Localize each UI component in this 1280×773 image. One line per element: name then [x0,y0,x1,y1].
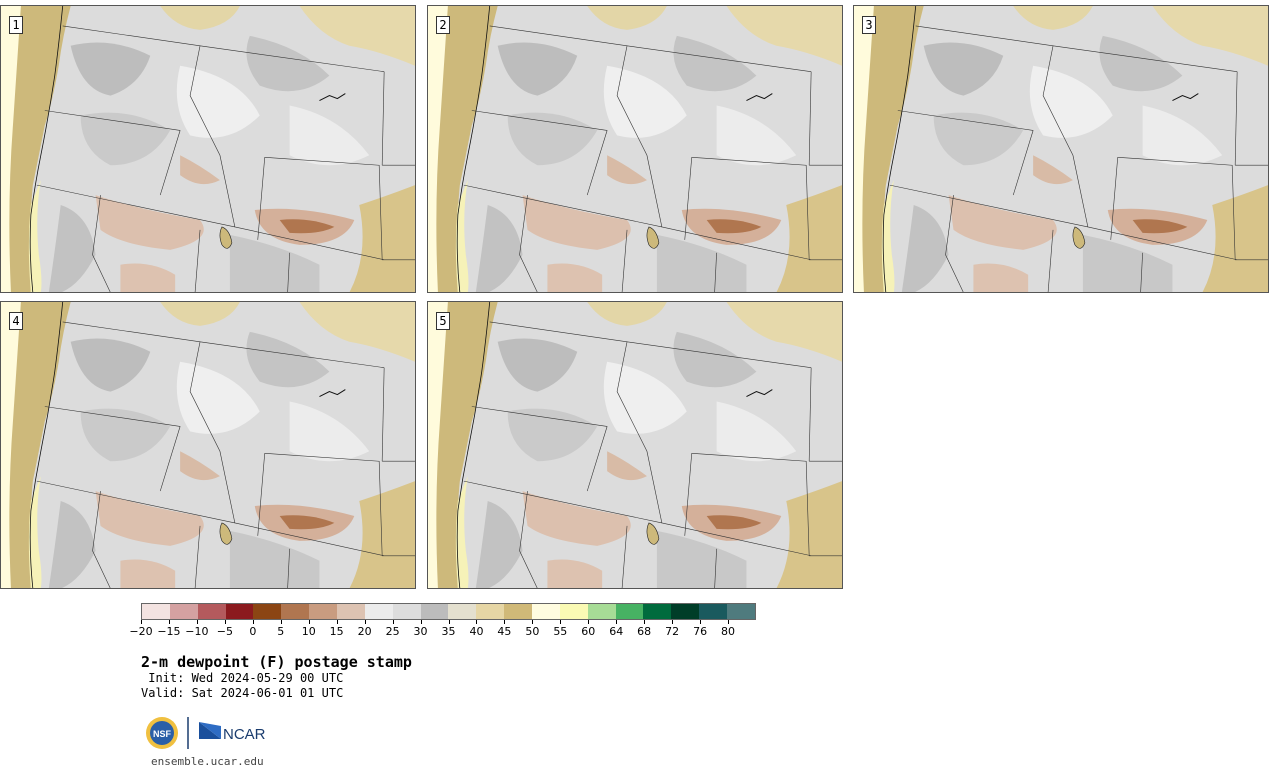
legend-swatch [671,604,700,619]
legend-swatch [225,604,254,619]
legend-swatch [197,604,226,619]
legend-swatch [281,604,310,619]
legend-swatch [615,604,644,619]
legend-swatch [559,604,588,619]
legend-tick-mark [616,620,618,624]
legend-tick-mark [532,620,534,624]
legend-swatch [364,604,393,619]
legend-tick-label: 20 [357,625,372,638]
legend-swatch [532,604,560,619]
ensemble-member-panel-2[interactable]: 2 [427,5,843,293]
legend-tick-label: 25 [385,625,400,638]
legend-swatch [476,604,505,619]
legend-swatch [643,604,672,619]
legend-tick-mark [196,620,198,624]
legend-swatch [337,604,365,619]
dewpoint-map [428,302,842,588]
legend-tick-mark [672,620,674,624]
legend-tick-mark [476,620,478,624]
init-time: Init: Wed 2024-05-29 00 UTC [141,671,344,685]
svg-text:NCAR: NCAR [223,726,266,743]
legend-tick-label: 55 [553,625,568,638]
member-label: 5 [436,312,450,330]
color-legend-bar [141,603,756,620]
ensemble-member-panel-5[interactable]: 5 [427,301,843,589]
legend-tick-mark [308,620,310,624]
legend-swatch [309,604,338,619]
legend-tick-mark [168,620,170,624]
legend-tick-mark [588,620,590,624]
legend-tick-label: 80 [721,625,736,638]
legend-swatch [253,604,282,619]
legend-tick-label: 35 [441,625,456,638]
legend-tick-label: 45 [497,625,512,638]
ensemble-member-panel-3[interactable]: 3 [853,5,1269,293]
member-label: 1 [9,16,23,34]
legend-tick-label: 76 [693,625,708,638]
legend-swatch [727,604,755,619]
legend-tick-mark [141,620,142,624]
dewpoint-map [428,6,842,292]
legend-swatch [504,604,533,619]
legend-tick-mark [448,620,450,624]
color-legend-ticks: −20 −15 −10 −5 0 5 10 15 20 25 30 35 40 45 50 55 60 64 68 7… [129,620,756,642]
valid-time: Valid: Sat 2024-06-01 01 UTC [141,686,344,700]
legend-tick-label: 68 [637,625,652,638]
nsf-ncar-logo-icon: NSF NCAR [146,717,266,749]
legend-swatch [448,604,477,619]
logos: NSF NCAR [143,713,278,753]
legend-tick-label: 60 [581,625,596,638]
legend-tick-label: −10 [185,625,209,638]
ensemble-member-panel-4[interactable]: 4 [0,301,416,589]
legend-tick-label: −20 [129,625,153,638]
legend-swatch [587,604,616,619]
member-label: 4 [9,312,23,330]
legend-swatch [392,604,421,619]
legend-tick-mark [504,620,506,624]
plot-title: 2-m dewpoint (F) postage stamp [141,653,412,671]
legend-tick-label: 40 [469,625,484,638]
legend-tick-label: 10 [301,625,316,638]
legend-tick-mark [644,620,646,624]
svg-text:NSF: NSF [153,729,172,739]
legend-tick-mark [336,620,338,624]
legend-tick-mark [392,620,394,624]
member-label: 3 [862,16,876,34]
legend-tick-label: −5 [216,625,233,638]
legend-tick-mark [420,620,422,624]
ensemble-member-panel-1[interactable]: 1 [0,5,416,293]
site-url[interactable]: ensemble.ucar.edu [151,755,264,768]
legend-swatch [169,604,198,619]
legend-tick-mark [280,620,282,624]
legend-tick-mark [252,620,254,624]
dewpoint-map [1,302,415,588]
member-label: 2 [436,16,450,34]
legend-tick-label: 50 [525,625,540,638]
legend-tick-mark [560,620,562,624]
dewpoint-map [1,6,415,292]
dewpoint-map [854,6,1268,292]
legend-swatch [699,604,728,619]
legend-tick-label: 30 [413,625,428,638]
legend-tick-label: 0 [249,625,257,638]
legend-tick-label: 15 [329,625,344,638]
legend-swatch [420,604,449,619]
legend-tick-label: 5 [277,625,285,638]
legend-swatch [142,604,170,619]
legend-tick-label: 64 [609,625,624,638]
legend-tick-mark [224,620,226,624]
legend-tick-label: −15 [157,625,181,638]
legend-tick-mark [364,620,366,624]
legend-tick-mark [700,620,702,624]
legend-tick-label: 72 [665,625,680,638]
legend-tick-mark [728,620,730,624]
